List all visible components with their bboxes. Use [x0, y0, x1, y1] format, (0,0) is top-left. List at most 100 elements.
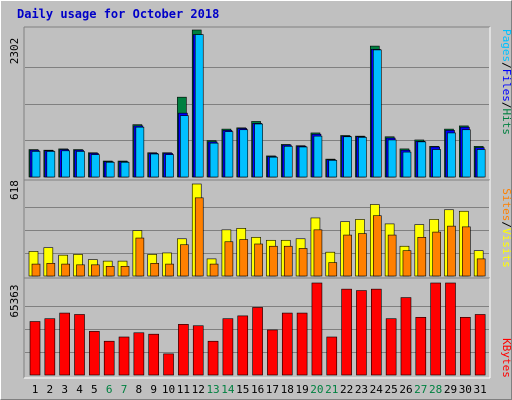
x-axis-day-labels: 1 2 3 4 5 6 7 8 9 10 11 12 13 14 15 16 17 18 19 20 21 22 23 24 2…: [32, 383, 487, 396]
kbytes-bar: [222, 318, 234, 376]
kbytes-bar: [178, 324, 189, 376]
day-label: 20: [310, 383, 323, 396]
legend-visits: Visits: [500, 228, 512, 268]
sites-bar: [372, 215, 382, 277]
pages-bar: [165, 154, 174, 178]
day-label: 28: [429, 383, 442, 396]
sites-bar: [165, 263, 174, 277]
legend-kbytes: KBytes: [500, 338, 512, 378]
sites-bar: [462, 226, 471, 277]
kbytes-bar: [474, 314, 486, 376]
kbytes-bar: [311, 282, 323, 376]
kbytes-bar: [59, 312, 70, 376]
kbytes-bar: [326, 336, 338, 376]
pages-bar: [31, 151, 41, 178]
kbytes-bar: [237, 315, 249, 376]
kbytes-bar: [74, 314, 85, 376]
pages-bar: [135, 126, 145, 178]
pages-bar: [343, 136, 352, 178]
day-label: 9: [150, 383, 157, 396]
sites-bar: [269, 245, 278, 277]
pages-bar: [313, 135, 323, 178]
kbytes-bar: [430, 282, 441, 376]
pages-bar: [328, 160, 338, 178]
day-label: 8: [136, 383, 143, 396]
sites-bar: [180, 244, 189, 277]
sites-bar: [358, 233, 367, 277]
sites-bar: [447, 225, 456, 277]
kbytes-bar: [445, 282, 456, 376]
pages-bar: [372, 49, 382, 178]
sites-bar: [432, 231, 441, 277]
sites-bar: [313, 229, 323, 277]
sites-bar: [135, 237, 145, 277]
sites-bar: [283, 245, 293, 277]
pages-bar: [417, 141, 427, 178]
kbytes-bar: [29, 321, 41, 376]
legend-bottom: KBytes: [500, 338, 512, 378]
pages-bar: [61, 150, 70, 178]
pages-bar: [91, 154, 100, 178]
sites-bar: [239, 239, 249, 277]
kbytes-bar: [44, 318, 56, 376]
day-label: 25: [385, 383, 398, 396]
kbytes-bar: [356, 290, 367, 376]
day-label: 24: [370, 383, 384, 396]
day-label: 10: [162, 383, 175, 396]
kbytes-bar: [341, 288, 352, 376]
sites-bar: [209, 263, 219, 277]
pages-bar: [150, 153, 160, 178]
pages-bar: [447, 132, 456, 178]
day-label: 1: [32, 383, 39, 396]
sites-bar: [402, 250, 412, 277]
pages-bar: [194, 34, 204, 178]
legend-middle: Sites/Visits: [500, 188, 512, 268]
day-label: 31: [474, 383, 487, 396]
kbytes-bar: [281, 312, 293, 376]
kbytes-bar: [207, 340, 219, 376]
pages-bar: [180, 115, 189, 178]
day-label: 17: [266, 383, 279, 396]
pages-bar: [209, 142, 219, 178]
kbytes-bar: [385, 318, 397, 376]
day-label: 2: [47, 383, 54, 396]
day-label: 7: [121, 383, 128, 396]
sites-bar: [76, 264, 85, 277]
sites-bar: [298, 248, 308, 277]
kbytes-bar: [460, 316, 471, 376]
kbytes-bar: [89, 331, 100, 376]
kbytes-bar: [192, 325, 204, 376]
sites-bar: [46, 263, 56, 277]
day-label: 18: [281, 383, 294, 396]
sites-bar: [417, 236, 427, 277]
day-label: 15: [236, 383, 249, 396]
pages-bar: [387, 139, 397, 178]
sites-bar: [150, 263, 160, 277]
kbytes-bar: [118, 336, 130, 376]
pages-bar: [432, 149, 441, 178]
pages-bar: [76, 151, 85, 178]
bottom-ymax-label: 65363: [8, 284, 21, 317]
legend-sep: /: [500, 221, 512, 228]
legend-sites: Sites: [500, 188, 512, 221]
legend-sep: /: [500, 62, 512, 69]
day-label: 3: [61, 383, 68, 396]
legend-pages: Pages: [500, 29, 512, 62]
sites-bar: [476, 258, 486, 277]
day-label: 5: [91, 383, 98, 396]
day-label: 30: [459, 383, 472, 396]
sites-bar: [387, 234, 397, 277]
pages-bar: [105, 162, 115, 178]
legend-hits: Hits: [500, 109, 512, 136]
day-label: 13: [206, 383, 219, 396]
sites-bar: [31, 263, 41, 277]
pages-bar: [358, 137, 367, 178]
day-label: 16: [251, 383, 264, 396]
day-label: 12: [192, 383, 205, 396]
chart-title: Daily usage for October 2018: [17, 7, 220, 21]
pages-bar: [46, 151, 56, 178]
kbytes-bar: [133, 332, 145, 376]
sites-bar: [224, 241, 234, 277]
sites-bar: [91, 264, 100, 277]
pages-bar: [269, 156, 278, 178]
